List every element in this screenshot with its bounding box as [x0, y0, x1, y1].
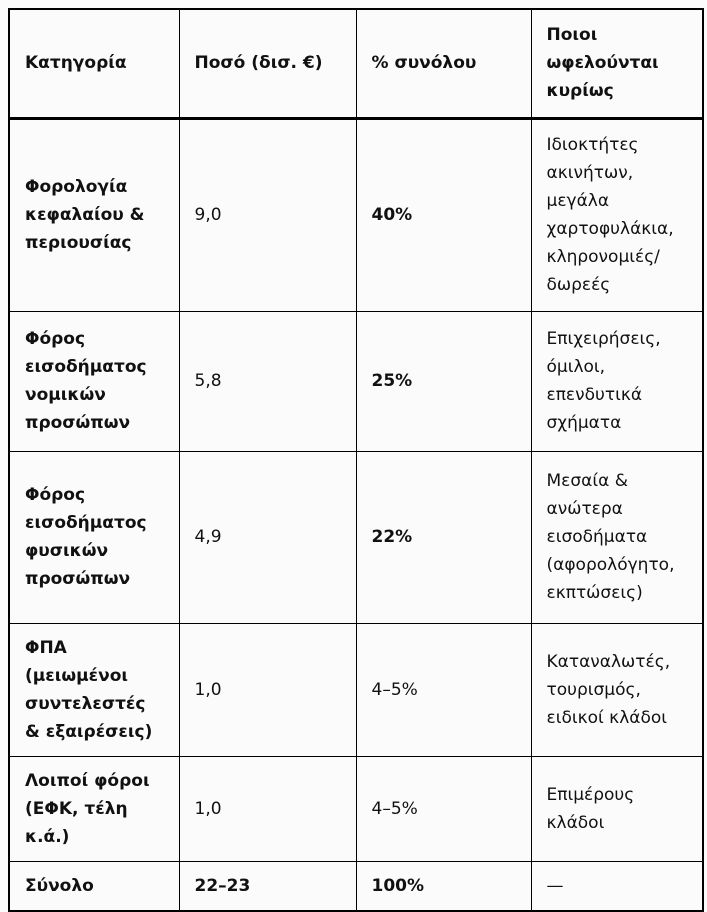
cell-percent: 22%	[355, 450, 532, 624]
cell-percent: 25%	[355, 310, 532, 452]
cell-amount: 1,0	[178, 622, 357, 757]
cell-beneficiaries: Καταναλωτές, τουρισμός, ειδικοί κλάδοι	[530, 622, 704, 757]
table-row-corporate-income-tax: Φόρος εισοδήματος νομικών προσώπων 5,8 2…	[8, 310, 704, 452]
cell-category: Σύνολο	[8, 860, 180, 912]
table-row-vat: ΦΠΑ (μειωμένοι συντελεστές & εξαιρέσεις)…	[8, 622, 704, 757]
cell-amount: 4,9	[178, 450, 357, 624]
cell-percent: 100%	[355, 860, 532, 912]
cell-percent: 4–5%	[355, 755, 532, 862]
header-amount: Ποσό (δισ. €)	[178, 8, 357, 120]
header-category: Κατηγορία	[8, 8, 180, 120]
tax-breakdown-table: Κατηγορία Ποσό (δισ. €) % συνόλου Ποιοι …	[8, 8, 704, 912]
cell-percent: 40%	[355, 117, 532, 312]
header-row: Κατηγορία Ποσό (δισ. €) % συνόλου Ποιοι …	[8, 8, 704, 120]
cell-amount: 1,0	[178, 755, 357, 862]
cell-percent: 4–5%	[355, 622, 532, 757]
cell-category: Λοιποί φόροι (ΕΦΚ, τέλη κ.ά.)	[8, 755, 180, 862]
header-beneficiaries: Ποιοι ωφελούνται κυρίως	[530, 8, 704, 120]
cell-beneficiaries: Επιμέρους κλάδοι	[530, 755, 704, 862]
cell-category: ΦΠΑ (μειωμένοι συντελεστές & εξαιρέσεις)	[8, 622, 180, 757]
header-percent: % συνόλου	[355, 8, 532, 120]
table-row-total: Σύνολο 22–23 100% —	[8, 860, 704, 912]
cell-category: Φορολογία κεφαλαίου & περιουσίας	[8, 117, 180, 312]
table-row-personal-income-tax: Φόρος εισοδήματος φυσικών προσώπων 4,9 2…	[8, 450, 704, 624]
cell-amount: 22–23	[178, 860, 357, 912]
table-row-capital-tax: Φορολογία κεφαλαίου & περιουσίας 9,0 40%…	[8, 117, 704, 312]
table-row-other-taxes: Λοιποί φόροι (ΕΦΚ, τέλη κ.ά.) 1,0 4–5% Ε…	[8, 755, 704, 862]
cell-amount: 5,8	[178, 310, 357, 452]
cell-beneficiaries: —	[530, 860, 704, 912]
cell-beneficiaries: Μεσαία & ανώτερα εισοδήματα (αφορολόγητο…	[530, 450, 704, 624]
page: Κατηγορία Ποσό (δισ. €) % συνόλου Ποιοι …	[8, 8, 704, 912]
cell-beneficiaries: Ιδιοκτήτες ακινήτων, μεγάλα χαρτοφυλάκια…	[530, 117, 704, 312]
cell-amount: 9,0	[178, 117, 357, 312]
cell-beneficiaries: Επιχειρήσεις, όμιλοι, επενδυτικά σχήματα	[530, 310, 704, 452]
cell-category: Φόρος εισοδήματος νομικών προσώπων	[8, 310, 180, 452]
cell-category: Φόρος εισοδήματος φυσικών προσώπων	[8, 450, 180, 624]
